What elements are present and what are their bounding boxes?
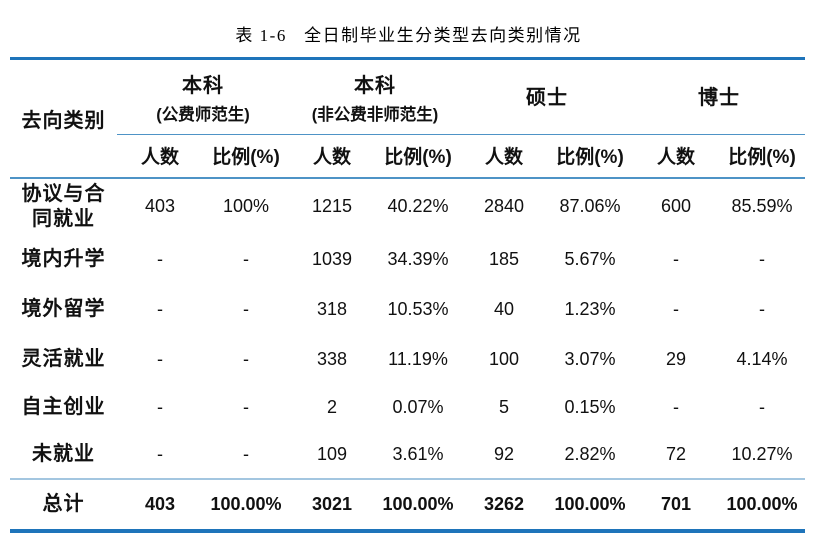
subheader-ratio: 比例(%) bbox=[203, 134, 289, 179]
row-label: 境内升学 bbox=[21, 248, 106, 270]
cell-count: 403 bbox=[144, 196, 176, 216]
cell-ratio: 2.82% bbox=[564, 443, 616, 464]
cell-count: - bbox=[157, 397, 163, 417]
col-group-undergrad-funded: 本科 (公费师范生) bbox=[117, 58, 289, 135]
row-label: 灵活就业 bbox=[21, 348, 106, 370]
cell-count: 403 bbox=[117, 477, 203, 531]
cell-ratio: 3.61% bbox=[392, 443, 444, 464]
subheader-ratio: 比例(%) bbox=[375, 134, 461, 179]
cell-count: - bbox=[673, 299, 679, 319]
cell-count: 185 bbox=[488, 249, 520, 269]
cell-count: 1215 bbox=[311, 196, 353, 216]
group-subtitle: (公费师范生) bbox=[156, 106, 250, 124]
cell-count: 3262 bbox=[461, 477, 547, 531]
cell-count: 600 bbox=[660, 196, 692, 216]
group-title: 博士 bbox=[698, 87, 740, 109]
table-row: 未就业 - - 109 3.61% 92 2.82% 72 10.27% bbox=[10, 431, 805, 479]
cell-count: 701 bbox=[633, 477, 719, 531]
cell-ratio: 87.06% bbox=[559, 196, 621, 216]
cell-ratio: - bbox=[243, 349, 249, 369]
cell-ratio: - bbox=[243, 249, 249, 269]
cell-ratio: 100.00% bbox=[375, 477, 461, 531]
cell-ratio: - bbox=[243, 443, 249, 464]
group-title: 硕士 bbox=[526, 87, 568, 109]
table-row: 境内升学 - - 1039 34.39% 185 5.67% - - bbox=[10, 235, 805, 285]
subheader-count: 人数 bbox=[117, 134, 203, 179]
cell-count: 318 bbox=[316, 299, 348, 319]
col-group-doctor: 博士 bbox=[633, 58, 805, 135]
cell-ratio: 100.00% bbox=[719, 477, 805, 531]
cell-ratio: 100.00% bbox=[547, 477, 633, 531]
row-label: 协议与合同就业 bbox=[21, 182, 106, 230]
cell-ratio: - bbox=[759, 397, 765, 417]
table-title: 表 1-6 全日制毕业生分类型去向类别情况 bbox=[235, 26, 582, 45]
subheader-count: 人数 bbox=[289, 134, 375, 179]
subheader-count: 人数 bbox=[633, 134, 719, 179]
row-label: 未就业 bbox=[32, 442, 95, 465]
cell-ratio: - bbox=[759, 249, 765, 269]
col-group-undergrad-nonfunded: 本科 (非公费非师范生) bbox=[289, 58, 461, 135]
cell-count: 100 bbox=[488, 349, 520, 369]
cell-count: 3021 bbox=[289, 477, 375, 531]
cell-ratio: 10.27% bbox=[731, 443, 793, 464]
cell-ratio: 100% bbox=[222, 196, 270, 216]
row-label: 境外留学 bbox=[21, 298, 106, 320]
table-row: 协议与合同就业 403 100% 1215 40.22% 2840 87.06%… bbox=[10, 178, 805, 235]
subheader-ratio: 比例(%) bbox=[547, 134, 633, 179]
cell-count: - bbox=[157, 299, 163, 319]
cell-ratio: 4.14% bbox=[736, 349, 788, 369]
table-row: 自主创业 - - 2 0.07% 5 0.15% - - bbox=[10, 385, 805, 431]
cell-ratio: 3.07% bbox=[564, 349, 616, 369]
cell-ratio: 0.15% bbox=[564, 397, 616, 417]
cell-ratio: - bbox=[759, 299, 765, 319]
subheader-ratio: 比例(%) bbox=[719, 134, 805, 179]
cell-count: - bbox=[673, 397, 679, 417]
cell-ratio: 85.59% bbox=[731, 196, 793, 216]
total-label: 总计 bbox=[10, 477, 117, 531]
cell-count: - bbox=[157, 249, 163, 269]
cell-ratio: 0.07% bbox=[392, 397, 444, 417]
cell-count: 109 bbox=[316, 443, 348, 464]
cell-count: 2840 bbox=[483, 196, 525, 216]
subheader-count: 人数 bbox=[461, 134, 547, 179]
col-group-master: 硕士 bbox=[461, 58, 633, 135]
cell-ratio: 5.67% bbox=[564, 249, 616, 269]
cell-count: 72 bbox=[665, 443, 687, 464]
group-title: 本科 bbox=[182, 75, 224, 97]
graduate-destination-table: 去向类别 本科 (公费师范生) 本科 (非公费非师范生) 硕士 博士 bbox=[10, 57, 805, 533]
group-title: 本科 bbox=[354, 75, 396, 97]
cell-count: 92 bbox=[493, 443, 515, 464]
cell-ratio: 11.19% bbox=[388, 349, 448, 369]
table-row: 境外留学 - - 318 10.53% 40 1.23% - - bbox=[10, 285, 805, 335]
header-sub-row: 人数 比例(%) 人数 比例(%) 人数 比例(%) 人数 比例(%) bbox=[10, 134, 805, 179]
cell-count: 5 bbox=[498, 397, 509, 417]
cell-count: 1039 bbox=[311, 249, 353, 269]
row-label: 自主创业 bbox=[21, 396, 106, 418]
group-subtitle: (非公费非师范生) bbox=[311, 106, 439, 124]
table-row: 灵活就业 - - 338 11.19% 100 3.07% 29 4.14% bbox=[10, 335, 805, 385]
cell-count: 2 bbox=[326, 397, 337, 417]
header-group-row: 去向类别 本科 (公费师范生) 本科 (非公费非师范生) 硕士 博士 bbox=[10, 58, 805, 179]
cell-ratio: 1.23% bbox=[564, 299, 616, 319]
cell-count: 29 bbox=[665, 349, 687, 369]
cell-count: - bbox=[157, 443, 163, 464]
row-header-destination-category: 去向类别 bbox=[10, 58, 117, 179]
cell-ratio: - bbox=[243, 299, 249, 319]
cell-ratio: 34.39% bbox=[387, 249, 449, 269]
cell-count: 40 bbox=[493, 299, 515, 319]
cell-ratio: 100.00% bbox=[203, 477, 289, 531]
cell-count: 338 bbox=[316, 349, 348, 369]
cell-count: - bbox=[157, 349, 163, 369]
cell-ratio: - bbox=[243, 397, 249, 417]
cell-count: - bbox=[673, 249, 679, 269]
cell-ratio: 40.22% bbox=[387, 196, 449, 216]
total-row: 总计 403 100.00% 3021 100.00% 3262 100.00%… bbox=[10, 477, 805, 531]
cell-ratio: 10.53% bbox=[387, 299, 449, 319]
